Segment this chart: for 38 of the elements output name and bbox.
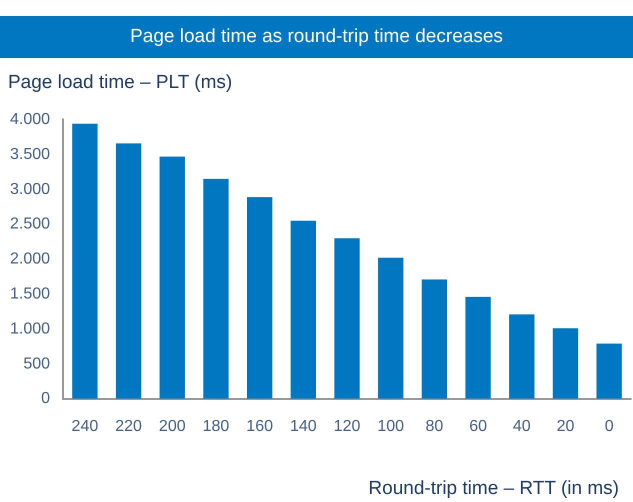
chart-title: Page load time as round-trip time decreases xyxy=(0,16,633,58)
y-axis-title: Page load time – PLT (ms) xyxy=(8,72,232,94)
bar xyxy=(334,238,360,399)
x-tick-label: 100 xyxy=(377,418,404,435)
bar xyxy=(596,344,622,399)
bar xyxy=(203,178,229,399)
bar xyxy=(72,124,98,399)
bar xyxy=(465,296,491,399)
y-tick-label: 500 xyxy=(23,355,50,372)
y-tick-label: 2.000 xyxy=(10,250,50,268)
x-tick-label: 0 xyxy=(604,418,614,435)
bar xyxy=(246,197,272,399)
y-tick-label: 3.000 xyxy=(10,180,50,198)
x-axis-title: Round-trip time – RTT (in ms) xyxy=(368,478,619,500)
x-tick-label: 180 xyxy=(202,418,230,435)
x-tick-label: 220 xyxy=(115,418,142,435)
bar xyxy=(378,258,404,399)
y-tick-label: 2.500 xyxy=(10,216,50,233)
bar xyxy=(116,143,142,399)
y-tick-label: 1.000 xyxy=(10,320,50,338)
x-tick-label: 200 xyxy=(158,418,186,435)
x-tick-label: 160 xyxy=(246,418,274,435)
y-tick-label: 3.500 xyxy=(10,146,50,163)
x-tick-label: 240 xyxy=(72,418,98,435)
x-tick-label: 60 xyxy=(469,418,488,435)
x-tick-label: 40 xyxy=(512,418,531,435)
x-tick-label: 20 xyxy=(556,418,574,435)
y-tick-label: 4.000 xyxy=(10,111,50,128)
bar xyxy=(160,156,185,399)
x-tick-label: 140 xyxy=(290,418,317,435)
bar xyxy=(422,279,448,399)
x-tick-label: 80 xyxy=(426,418,444,435)
x-tick-label: 120 xyxy=(334,418,360,435)
y-tick-label: 0 xyxy=(41,390,50,408)
bar xyxy=(290,220,316,399)
bar xyxy=(552,328,578,399)
bar xyxy=(509,314,534,399)
y-tick-label: 1.500 xyxy=(10,286,50,303)
